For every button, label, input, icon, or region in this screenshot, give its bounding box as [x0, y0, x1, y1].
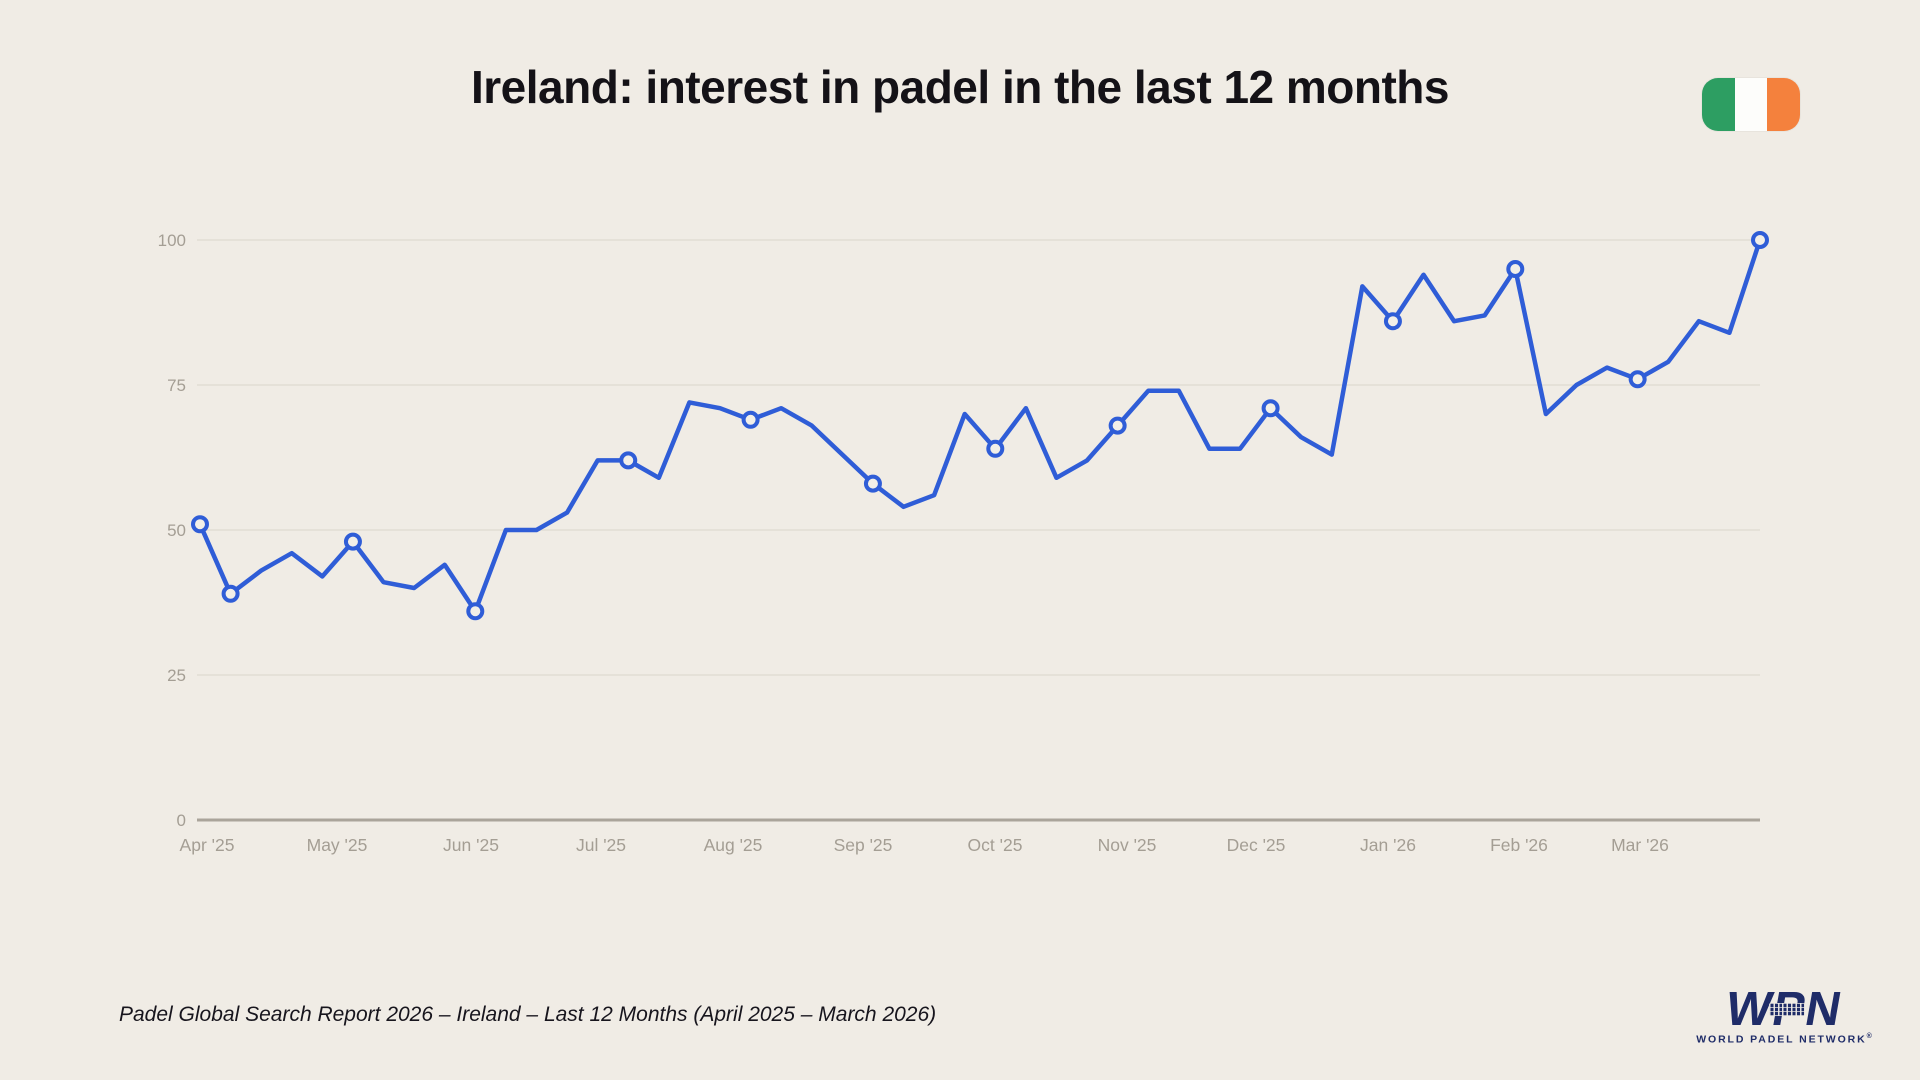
- data-point-marker: [741, 410, 760, 429]
- data-point-marker: [343, 532, 362, 551]
- page-title: Ireland: interest in padel in the last 1…: [471, 61, 1449, 113]
- x-tick-label: Dec '25: [1227, 835, 1286, 855]
- wpn-logo: WPN WORLD PADEL NETWORK®: [1692, 983, 1876, 1046]
- data-point-marker: [221, 584, 240, 603]
- data-point-marker: [1751, 231, 1769, 249]
- data-point-marker: [191, 515, 209, 534]
- ireland-flag-icon: [1702, 78, 1800, 131]
- data-point-marker: [863, 474, 882, 493]
- y-tick-label: 25: [167, 666, 186, 685]
- x-tick-label: Jul '25: [576, 835, 626, 855]
- y-tick-label: 75: [167, 376, 186, 395]
- data-point-marker: [1628, 370, 1647, 389]
- x-tick-label: Mar '26: [1611, 835, 1669, 855]
- x-tick-label: Oct '25: [968, 835, 1023, 855]
- flag-stripe-green: [1702, 78, 1735, 131]
- data-point-marker: [986, 439, 1005, 458]
- data-point-marker: [1108, 416, 1127, 435]
- data-point-marker: [466, 602, 485, 621]
- y-tick-label: 0: [177, 811, 186, 830]
- x-tick-label: May '25: [307, 835, 368, 855]
- x-tick-label: Feb '26: [1490, 835, 1548, 855]
- y-tick-label: 50: [167, 521, 186, 540]
- y-tick-label: 100: [158, 231, 186, 250]
- x-tick-label: Nov '25: [1098, 835, 1157, 855]
- data-point-marker: [619, 451, 638, 470]
- data-point-marker: [1383, 312, 1402, 331]
- x-tick-label: Apr '25: [180, 835, 235, 855]
- trademark-symbol: ®: [1866, 1033, 1872, 1041]
- data-point-marker: [1506, 260, 1525, 278]
- flag-stripe-orange: [1767, 78, 1800, 131]
- wpn-logo-tagline: WORLD PADEL NETWORK®: [1696, 1033, 1872, 1046]
- padel-net-icon: [1769, 1003, 1805, 1016]
- trend-line: [197, 237, 1763, 614]
- report-caption: Padel Global Search Report 2026 – Irelan…: [119, 1003, 937, 1026]
- x-tick-label: Aug '25: [704, 835, 763, 855]
- data-point-marker: [1261, 399, 1280, 418]
- x-tick-label: Jun '25: [443, 835, 499, 855]
- flag-stripe-white: [1734, 78, 1768, 131]
- x-tick-label: Sep '25: [834, 835, 893, 855]
- x-tick-label: Jan '26: [1360, 835, 1416, 855]
